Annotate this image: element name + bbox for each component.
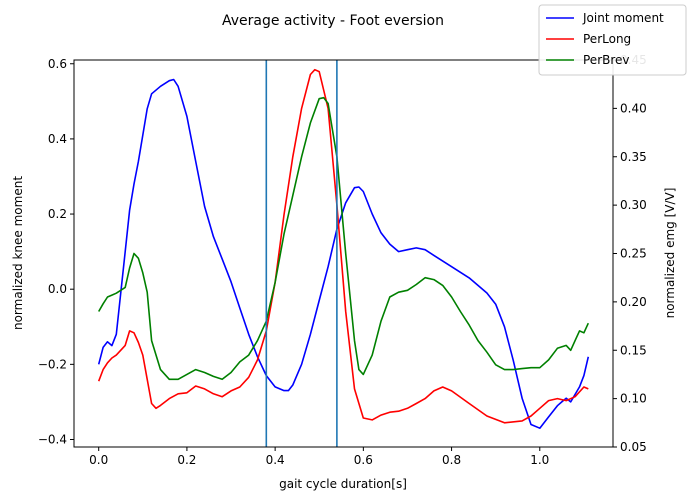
y2-tick-label: 0.40 xyxy=(620,101,647,115)
x-axis-label: gait cycle duration[s] xyxy=(279,477,407,491)
y2-tick-label: 0.30 xyxy=(620,198,647,212)
legend-label: PerBrev xyxy=(583,53,630,67)
plot-area-frame xyxy=(73,59,614,448)
y-axis-right: 0.050.100.150.200.250.300.350.400.45 xyxy=(613,53,647,454)
x-tick-label: 0.2 xyxy=(177,453,196,467)
chart-title: Average activity - Foot eversion xyxy=(222,13,444,29)
vertical-markers xyxy=(265,60,338,447)
x-tick-label: 0.0 xyxy=(89,453,108,467)
y2-tick-label: 0.15 xyxy=(620,343,647,357)
y-tick-label: −0.2 xyxy=(38,357,67,371)
x-tick-label: 0.4 xyxy=(266,453,285,467)
y-tick-label: −0.4 xyxy=(38,432,67,446)
legend-box xyxy=(538,4,687,76)
legend: Joint moment PerLong PerBrev xyxy=(538,4,687,76)
x-tick-label: 0.8 xyxy=(442,453,461,467)
legend-label: Joint moment xyxy=(582,11,664,25)
legend-label: PerLong xyxy=(583,32,631,46)
series-line-perbrev xyxy=(98,96,590,381)
series-line-joint-moment xyxy=(97,78,590,430)
x-axis: 0.0 0.2 0.4 0.6 0.8 1.0 xyxy=(89,447,549,467)
y-tick-label: 0.6 xyxy=(48,57,67,71)
y-axis-label: normalized knee moment xyxy=(11,176,25,330)
series-line-perlong xyxy=(97,68,589,424)
x-tick-label: 0.6 xyxy=(354,453,373,467)
y-tick-label: 0.4 xyxy=(48,132,67,146)
y2-tick-label: 0.25 xyxy=(620,247,647,261)
y2-tick-label: 0.10 xyxy=(620,392,647,406)
y2-tick-label: 0.20 xyxy=(620,295,647,309)
y2-axis-label: normalized emg [V/V] xyxy=(663,188,677,319)
x-tick-label: 1.0 xyxy=(530,453,549,467)
y2-tick-label: 0.05 xyxy=(620,440,647,454)
plot-lines xyxy=(97,68,590,430)
y-axis-left: −0.4 −0.2 0.0 0.2 0.4 0.6 xyxy=(38,57,74,446)
y-tick-label: 0.2 xyxy=(48,207,67,221)
y-tick-label: 0.0 xyxy=(48,282,67,296)
y2-tick-label: 0.35 xyxy=(620,150,647,164)
